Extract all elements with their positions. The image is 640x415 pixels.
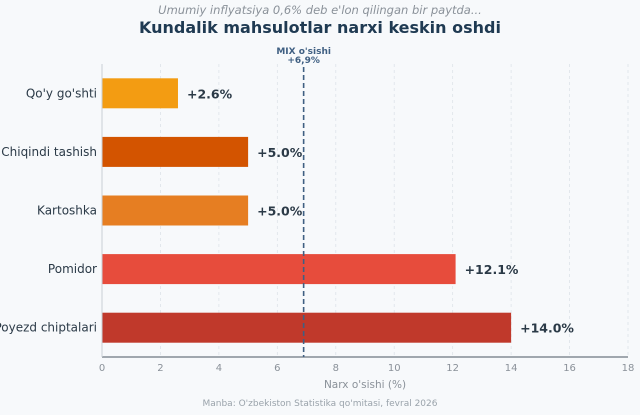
x-tick-label: 12 — [446, 363, 459, 374]
x-tick-label: 6 — [274, 363, 280, 374]
data-label: +5.0% — [257, 204, 303, 219]
bar — [102, 254, 456, 285]
category-label: Qo'y go'shti — [26, 86, 97, 100]
chart-title: Kundalik mahsulotlar narxi keskin oshdi — [139, 18, 501, 37]
x-axis-title: Narx o'sishi (%) — [324, 379, 406, 391]
x-tick-label: 18 — [622, 363, 635, 374]
category-label: Chiqindi tashish — [1, 145, 97, 159]
x-tick-label: 16 — [563, 363, 576, 374]
reference-label: MIX o'sishi — [276, 47, 331, 57]
reference-value-label: +6,9% — [287, 56, 320, 66]
data-label: +14.0% — [520, 321, 574, 336]
bar — [102, 136, 249, 167]
x-tick-label: 0 — [99, 363, 105, 374]
x-tick-label: 2 — [157, 363, 163, 374]
x-tick-label: 10 — [388, 363, 401, 374]
bar — [102, 312, 512, 343]
data-label: +12.1% — [465, 262, 519, 277]
bar — [102, 195, 249, 226]
category-label: Pomidor — [48, 262, 97, 276]
data-label: +5.0% — [257, 145, 303, 160]
data-label: +2.6% — [187, 86, 233, 101]
x-tick-label: 14 — [505, 363, 518, 374]
chart-subtitle: Umumiy inflyatsiya 0,6% deb e'lon qiling… — [158, 3, 482, 17]
category-label: Kartoshka — [37, 204, 97, 218]
source-note: Manba: O'zbekiston Statistika qo'mitasi,… — [202, 399, 438, 409]
category-label: Poyezd chiptalari — [0, 321, 97, 335]
bar — [102, 78, 178, 109]
x-tick-label: 4 — [216, 363, 222, 374]
x-tick-label: 8 — [333, 363, 339, 374]
